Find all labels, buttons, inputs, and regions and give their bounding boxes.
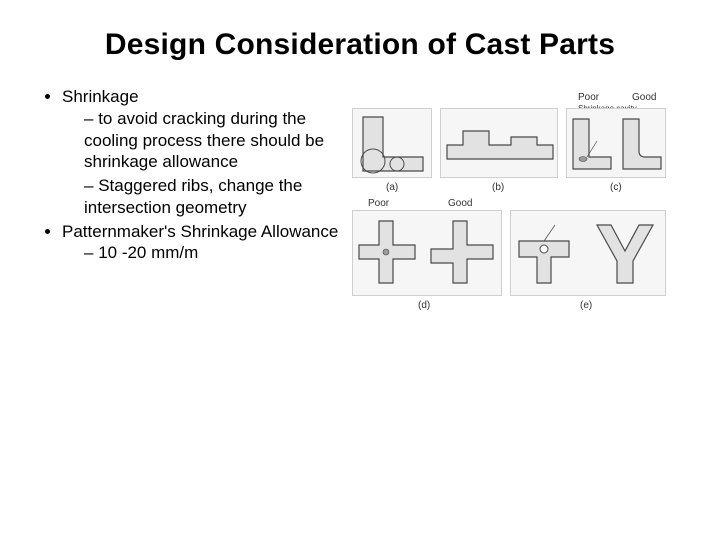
diagram-e [510, 210, 666, 296]
slide-title: Design Consideration of Cast Parts [40, 28, 680, 62]
caption-e: (e) [580, 300, 592, 311]
subbullet-allowance: to avoid cracking during the cooling pro… [84, 108, 340, 173]
caption-c: (c) [610, 182, 622, 193]
diagram-b [440, 108, 558, 178]
diagram-c [566, 108, 666, 178]
subbullet-ribs: Staggered ribs, change the intersection … [84, 175, 340, 219]
caption-d: (d) [418, 300, 430, 311]
figure-column: Poor Good Shrinkage cavity (a) (b) [352, 86, 680, 326]
label-good-c: Good [632, 92, 656, 103]
content-row: Shrinkage to avoid cracking during the c… [40, 86, 680, 326]
caption-b: (b) [492, 182, 504, 193]
label-good-d: Good [448, 198, 472, 209]
bullet-shrinkage-label: Shrinkage [62, 87, 139, 106]
diagram-d [352, 210, 502, 296]
text-column: Shrinkage to avoid cracking during the c… [40, 86, 340, 266]
label-poor-c: Poor [578, 92, 599, 103]
caption-a: (a) [386, 182, 398, 193]
bullet-patternmaker: Patternmaker's Shrinkage Allowance 10 -2… [62, 221, 340, 265]
bullet-shrinkage: Shrinkage to avoid cracking during the c… [62, 86, 340, 219]
bullet-patternmaker-label: Patternmaker's Shrinkage Allowance [62, 222, 338, 241]
diagram-a [352, 108, 432, 178]
label-poor-d: Poor [368, 198, 389, 209]
subbullet-range: 10 -20 mm/m [84, 242, 340, 264]
